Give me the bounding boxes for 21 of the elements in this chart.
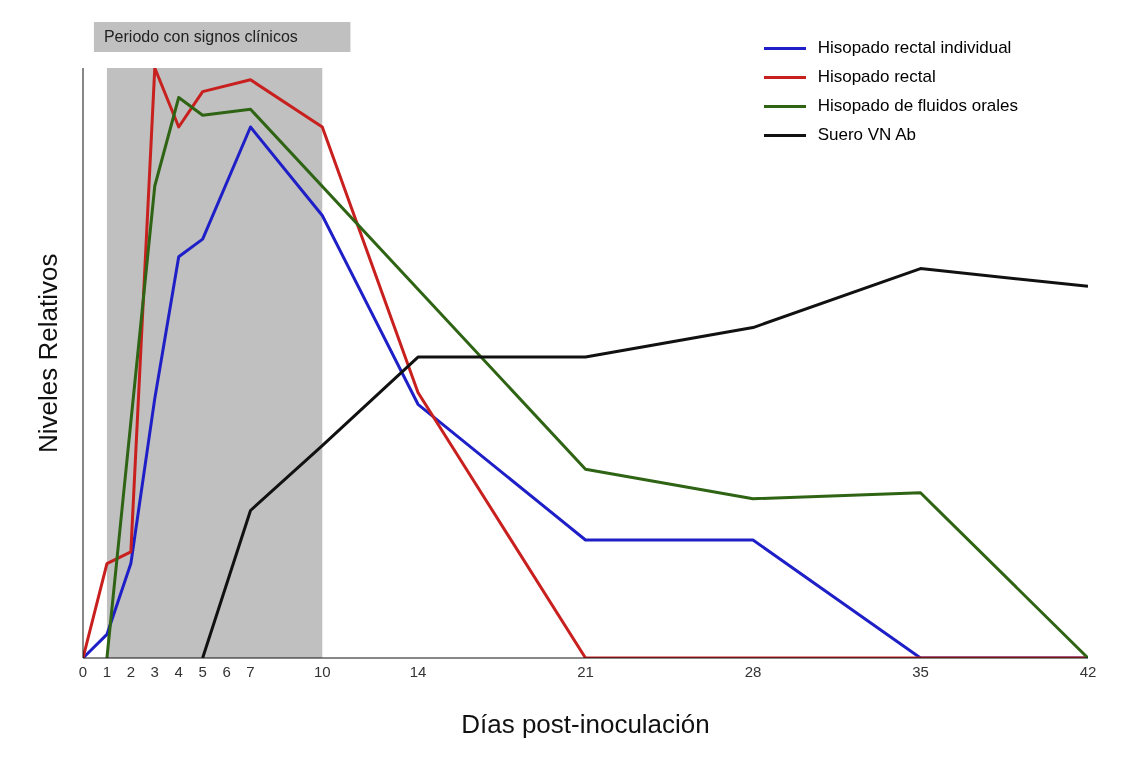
x-tick-label: 14 [409,662,427,680]
x-tick-label: 0 [78,662,88,680]
x-tick-label: 5 [198,662,207,680]
x-tick-label: 35 [912,662,929,680]
x-tick-label: 10 [313,662,331,680]
x-tick-label: 1 [102,662,112,680]
y-axis-title: Niveles Relativos [33,253,64,453]
legend-label: Hisopado rectal individual [817,38,1012,58]
legend-label: Suero VN Ab [817,125,916,145]
x-tick-label: 28 [744,662,762,680]
x-tick-label: 2 [126,662,136,680]
x-tick-label: 4 [174,662,183,680]
band-label: Periodo con signos clínicos [103,28,298,45]
x-tick-label: 6 [222,662,231,680]
x-tick-label: 3 [150,662,159,680]
x-tick-label: 7 [246,662,255,680]
legend-label: Hisopado de fluidos orales [817,96,1018,116]
x-tick-label: 42 [1079,662,1097,680]
legend-label: Hisopado rectal [817,67,936,87]
x-tick-label: 21 [577,662,594,680]
x-axis-title: Días post-inoculación [461,709,710,739]
